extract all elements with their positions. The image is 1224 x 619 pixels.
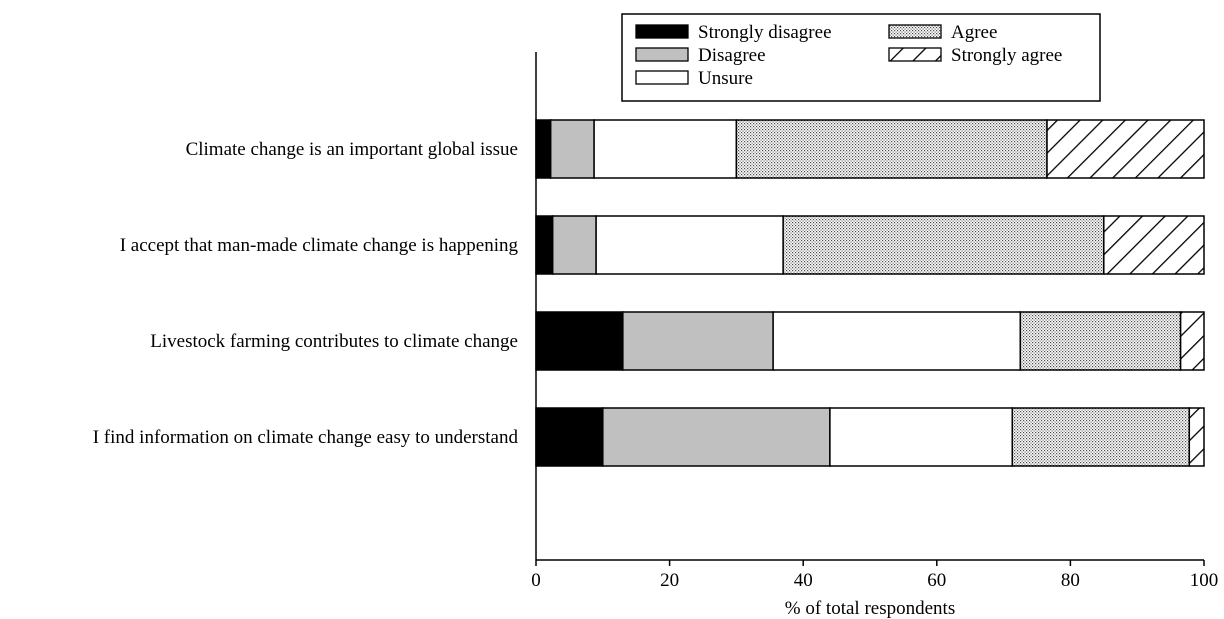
legend-label-agree: Agree bbox=[951, 22, 997, 43]
legend-label-strongly-disagree: Strongly disagree bbox=[698, 22, 832, 43]
category-label-3: Livestock farming contributes to climate… bbox=[150, 331, 518, 352]
legend-swatch-strongly-disagree bbox=[635, 24, 689, 39]
legend-label-strongly-agree: Strongly agree bbox=[951, 45, 1062, 66]
legend-swatch-agree bbox=[888, 24, 942, 39]
bar-agree-3 bbox=[1019, 311, 1182, 371]
bar-strongly-agree-2 bbox=[1103, 215, 1205, 275]
legend-swatch-strongly-agree bbox=[888, 47, 942, 62]
legend-label-disagree: Disagree bbox=[698, 45, 766, 66]
bar-strongly-agree-1 bbox=[1046, 119, 1205, 179]
bar-unsure-2 bbox=[595, 215, 784, 275]
bar-disagree-4 bbox=[602, 407, 831, 467]
x-tick-label-60: 60 bbox=[927, 570, 946, 591]
bar-agree-2 bbox=[782, 215, 1105, 275]
bar-unsure-1 bbox=[593, 119, 738, 179]
bar-strongly-disagree-1 bbox=[535, 119, 552, 179]
legend-label-unsure: Unsure bbox=[698, 68, 753, 89]
bar-strongly-disagree-3 bbox=[535, 311, 624, 371]
bar-disagree-3 bbox=[622, 311, 774, 371]
x-axis-label: % of total respondents bbox=[785, 598, 955, 619]
bars-group bbox=[535, 119, 1205, 467]
bar-unsure-4 bbox=[829, 407, 1014, 467]
x-tick-label-100: 100 bbox=[1190, 570, 1219, 591]
bar-strongly-agree-3 bbox=[1179, 311, 1205, 371]
bar-strongly-disagree-2 bbox=[535, 215, 554, 275]
x-tick-label-0: 0 bbox=[531, 570, 541, 591]
axes-group bbox=[535, 52, 1204, 561]
bar-unsure-3 bbox=[772, 311, 1022, 371]
legend-swatch-unsure bbox=[635, 70, 689, 85]
category-label-2: I accept that man-made climate change is… bbox=[120, 235, 519, 256]
bar-disagree-1 bbox=[549, 119, 595, 179]
bar-disagree-2 bbox=[551, 215, 597, 275]
bar-strongly-disagree-4 bbox=[535, 407, 604, 467]
category-labels-group: Climate change is an important global is… bbox=[93, 139, 519, 448]
x-tick-label-20: 20 bbox=[660, 570, 679, 591]
bar-agree-4 bbox=[1011, 407, 1191, 467]
category-label-1: Climate change is an important global is… bbox=[186, 139, 518, 160]
x-tick-label-40: 40 bbox=[794, 570, 813, 591]
bar-strongly-agree-4 bbox=[1188, 407, 1205, 467]
legend-swatch-disagree bbox=[635, 47, 689, 62]
x-tick-label-80: 80 bbox=[1061, 570, 1080, 591]
legend-box bbox=[621, 13, 1101, 102]
category-label-4: I find information on climate change eas… bbox=[93, 427, 519, 448]
bar-agree-1 bbox=[735, 119, 1048, 179]
x-ticks-group: 0 20 40 60 80 100 bbox=[531, 560, 1218, 591]
